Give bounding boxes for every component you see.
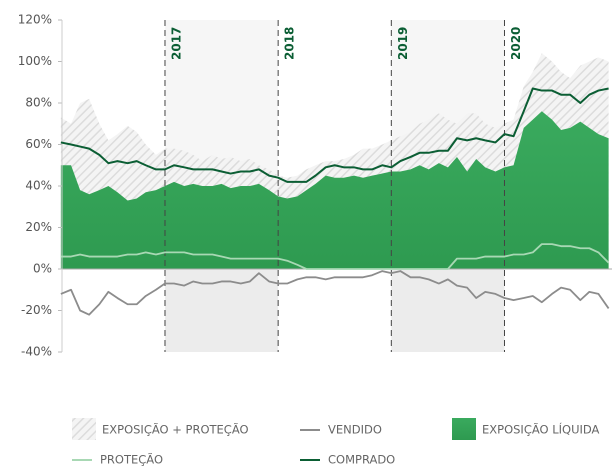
legend-label: EXPOSIÇÃO LÍQUIDA — [482, 422, 600, 437]
y-tick-label: -20% — [21, 303, 52, 317]
legend-label: VENDIDO — [328, 423, 382, 437]
year-label: 2019 — [396, 27, 410, 60]
year-band-lower — [164, 269, 279, 352]
y-tick-label: 80% — [25, 96, 52, 110]
year-band-lower — [391, 269, 505, 352]
legend-label: COMPRADO — [328, 453, 395, 467]
y-tick-label: 100% — [18, 54, 52, 68]
y-tick-label: 20% — [25, 220, 52, 234]
line — [60, 270, 610, 316]
y-tick-label: 120% — [18, 13, 52, 27]
year-label: 2017 — [169, 27, 183, 60]
y-tick-label: 0% — [33, 262, 52, 276]
y-tick-label: -40% — [21, 345, 52, 359]
y-tick-label: 60% — [25, 137, 52, 151]
legend-label: PROTEÇÃO — [100, 452, 163, 467]
legend-label: EXPOSIÇÃO + PROTEÇÃO — [102, 422, 249, 437]
line — [60, 243, 610, 270]
year-label: 2020 — [509, 27, 523, 60]
area — [60, 111, 609, 269]
year-label: 2018 — [283, 27, 297, 60]
line — [60, 87, 609, 183]
y-tick-label: 40% — [25, 179, 52, 193]
legend-swatch — [452, 418, 476, 440]
legend-swatch — [72, 418, 96, 440]
